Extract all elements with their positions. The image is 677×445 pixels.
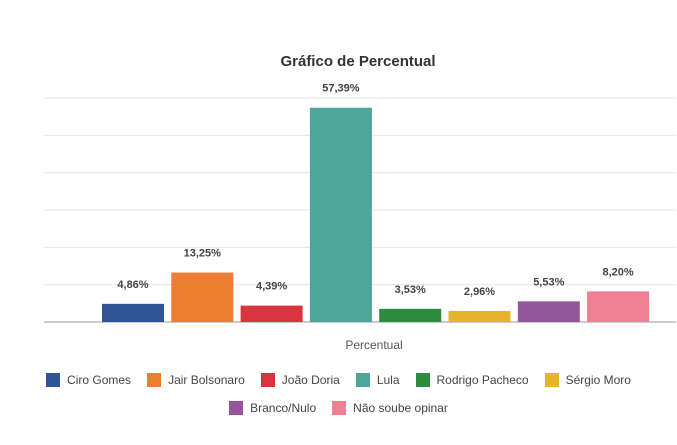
legend-swatch [147, 373, 162, 387]
legend-label: Rodrigo Pacheco [436, 373, 529, 387]
legend-swatch [46, 373, 61, 387]
legend-swatch [332, 401, 347, 415]
legend-label: Ciro Gomes [67, 373, 132, 387]
data-label-4: 57,39% [322, 83, 360, 95]
legend-item: Ciro Gomes [46, 373, 131, 387]
data-label-2: 13,25% [184, 248, 222, 260]
legend-item: João Doria [260, 373, 340, 387]
legend-swatch [229, 401, 244, 415]
data-label-8: 8,20% [602, 266, 633, 278]
legend-label: Jair Bolsonaro [168, 373, 245, 387]
legend-item: Rodrigo Pacheco [415, 373, 529, 387]
legend-item: Jair Bolsonaro [147, 373, 245, 387]
bar-3 [240, 305, 303, 322]
legend-label: Branco/Nulo [250, 401, 317, 415]
data-label-5: 3,53% [395, 284, 426, 296]
bar-5 [379, 308, 442, 322]
legend: Branco/Nulo Não soube opinar [20, 401, 657, 415]
bar-2 [171, 272, 234, 322]
data-label-6: 2,96% [464, 286, 495, 298]
legend-item: Não soube opinar [332, 401, 448, 415]
bar-6 [448, 310, 511, 322]
bar-4 [309, 107, 372, 322]
legend-swatch [544, 373, 559, 387]
legend-swatch [355, 373, 370, 387]
bar-1 [102, 303, 164, 322]
legend-item: Lula [355, 373, 400, 387]
legend-swatch [415, 373, 430, 387]
data-label-7: 5,53% [533, 276, 564, 288]
legend-item: Branco/Nulo [229, 401, 316, 415]
legend-swatch [260, 373, 275, 387]
legend: Ciro Gomes Jair Bolsonaro João Doria Lula Ro… [20, 373, 657, 387]
x-axis-label: Percentual [345, 338, 402, 352]
bar-7 [517, 301, 580, 322]
legend-item: Sérgio Moro [544, 373, 631, 387]
data-label-1: 4,86% [117, 279, 148, 291]
legend-label: João Doria [281, 373, 340, 387]
bar-8 [587, 291, 650, 322]
data-labels: 4,86% 13,25% 4,39% 57,39% 3,53% 2,96% 5,53% 8,2… [117, 83, 634, 298]
bars [102, 107, 650, 322]
data-label-3: 4,39% [256, 281, 287, 293]
legend-label: Não soube opinar [353, 401, 448, 415]
legend-label: Lula [376, 373, 400, 387]
legend-label: Sérgio Moro [565, 373, 631, 387]
chart-title: Gráfico de Percentual [280, 53, 435, 70]
